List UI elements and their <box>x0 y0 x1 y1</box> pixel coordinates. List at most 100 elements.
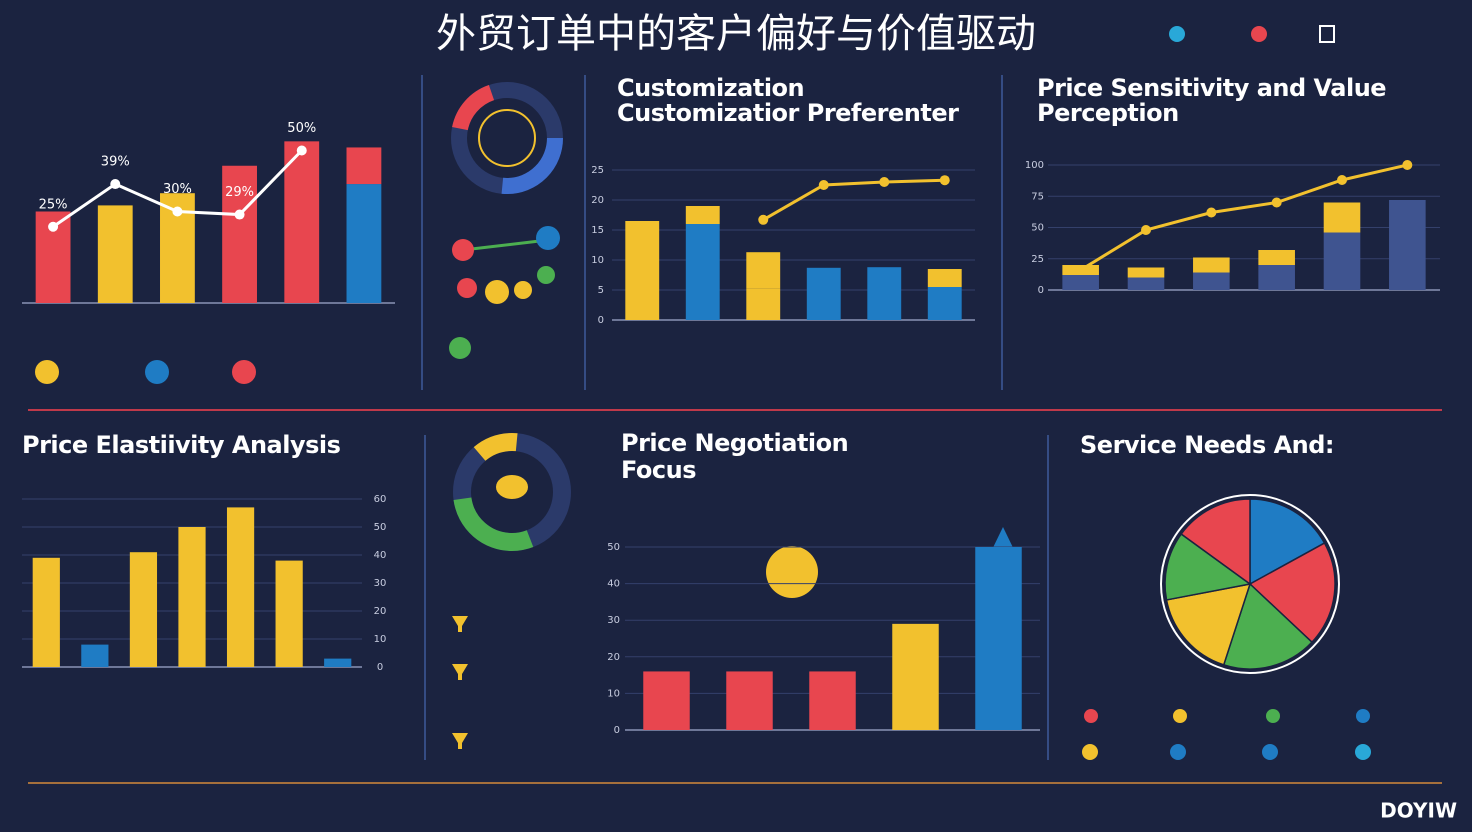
link <box>462 238 549 252</box>
legend-dot <box>1262 744 1278 760</box>
bar <box>81 644 109 667</box>
y-tick-label: 0 <box>377 662 383 673</box>
bar <box>867 267 902 320</box>
line-point <box>818 180 829 190</box>
y-tick-label: 30 <box>607 615 620 626</box>
donut-center <box>496 475 528 499</box>
data-label: 29% <box>225 185 254 200</box>
node <box>457 278 477 298</box>
legend-icon <box>1319 25 1335 43</box>
donut-ring <box>453 433 571 551</box>
bar <box>685 224 720 320</box>
funnel-icon <box>452 616 468 632</box>
line-point <box>296 145 307 156</box>
bar <box>927 269 962 287</box>
line-point <box>1402 160 1413 170</box>
pie-slice <box>1249 498 1326 586</box>
y-tick-label: 20 <box>374 606 387 617</box>
bar <box>975 547 1022 730</box>
node <box>536 226 560 250</box>
bar <box>129 552 158 667</box>
panel-title: Service Needs And: <box>1080 431 1334 459</box>
y-tick-label: 50 <box>1031 223 1044 234</box>
y-tick-label: 60 <box>374 494 387 505</box>
panel-title: Price Sensitivity and Value <box>1037 74 1386 102</box>
bar <box>32 557 60 667</box>
y-tick-label: 50 <box>374 522 387 533</box>
node <box>485 280 509 304</box>
panel-title: Customization <box>617 74 804 102</box>
pie-slice <box>1165 583 1252 666</box>
bar <box>1323 232 1361 290</box>
pie-slice <box>1164 532 1252 601</box>
main-title: 外贸订单中的客户偏好与价值驱动 <box>436 11 1036 57</box>
line-point <box>48 221 59 232</box>
panel-title: Price Elastiivity Analysis <box>22 431 341 459</box>
data-label: 30% <box>163 182 192 197</box>
decor-donut <box>453 433 571 551</box>
node <box>537 266 555 284</box>
y-tick-label: 15 <box>591 225 604 236</box>
brand: DOYIW <box>1380 799 1457 823</box>
bar <box>284 141 320 303</box>
pie-slice <box>1180 498 1251 586</box>
bar <box>346 184 382 303</box>
y-tick-label: 75 <box>1031 191 1044 202</box>
donut-ring <box>453 433 571 551</box>
bar <box>1389 200 1426 290</box>
bar <box>746 288 781 320</box>
line <box>762 178 945 222</box>
line <box>1079 163 1408 272</box>
legend-dot <box>1170 744 1186 760</box>
panel-title: Customizatior Preferenter <box>617 99 959 127</box>
node <box>452 239 474 261</box>
bar <box>806 267 841 320</box>
line-point <box>1141 225 1151 235</box>
y-tick-label: 0 <box>598 315 604 326</box>
line-point <box>939 175 950 186</box>
y-tick-label: 20 <box>591 195 604 206</box>
panel-title: Focus <box>621 456 696 484</box>
y-tick-label: 100 <box>1025 160 1044 171</box>
bar <box>97 205 133 303</box>
bar <box>324 658 352 667</box>
data-label: 39% <box>101 155 130 170</box>
legend-dot <box>1251 26 1267 42</box>
bar <box>1127 277 1165 290</box>
legend-dot <box>1355 744 1371 760</box>
top-legend <box>1169 25 1335 43</box>
pie-slice <box>1248 542 1336 644</box>
badge <box>766 546 818 598</box>
legend-dot <box>232 360 256 384</box>
legend-dot <box>1356 709 1370 723</box>
bar <box>226 507 255 667</box>
bar <box>1323 202 1361 233</box>
legend-dot <box>1082 744 1098 760</box>
bar <box>178 527 206 667</box>
decor-network <box>449 226 560 359</box>
line-point <box>1271 197 1282 208</box>
legend-dot <box>1266 709 1280 723</box>
bar <box>685 206 720 224</box>
bar <box>625 221 660 320</box>
y-tick-label: 10 <box>607 688 620 699</box>
legend-dot <box>35 360 59 384</box>
legend-dot <box>145 360 169 384</box>
panel-title: Perception <box>1037 99 1179 127</box>
bar <box>1258 265 1295 290</box>
bar <box>746 252 781 289</box>
y-tick-label: 10 <box>374 634 387 645</box>
line-point <box>1337 175 1347 185</box>
bar <box>643 671 690 730</box>
line-point <box>879 177 890 187</box>
bar <box>927 287 962 320</box>
donut-ring <box>451 82 563 194</box>
donut-center <box>478 109 536 167</box>
y-tick-label: 25 <box>1031 254 1044 265</box>
funnel-icon <box>452 733 468 749</box>
bar <box>1062 275 1099 290</box>
y-tick-label: 20 <box>607 652 620 663</box>
bar <box>809 671 856 730</box>
bar <box>892 623 939 730</box>
